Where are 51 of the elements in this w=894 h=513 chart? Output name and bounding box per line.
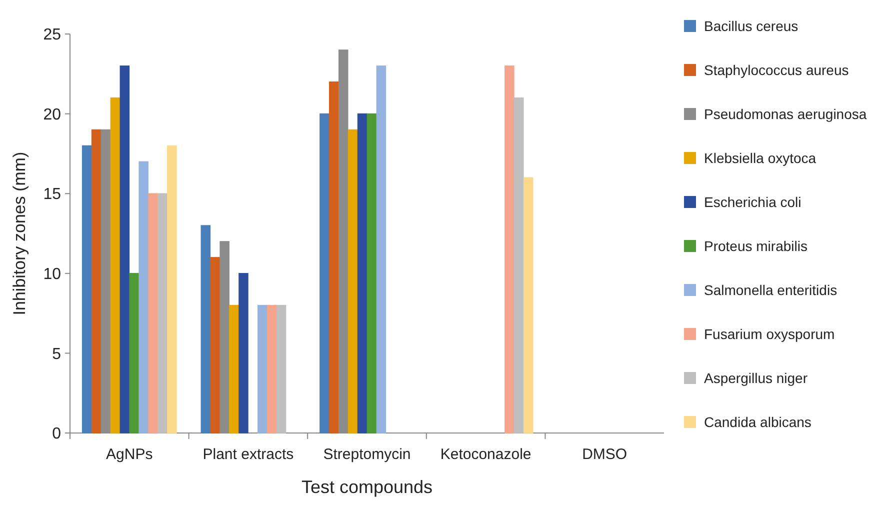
bar <box>100 129 111 434</box>
x-tick-label: DMSO <box>582 446 628 463</box>
bar <box>357 113 368 434</box>
bar <box>376 66 386 434</box>
bar <box>348 129 358 434</box>
legend-label: Pseudomonas aeruginosa <box>704 106 867 122</box>
y-tick-label: 25 <box>43 26 62 44</box>
bar <box>82 145 92 434</box>
bar <box>514 97 524 434</box>
bar <box>266 304 277 434</box>
y-tick-label: 15 <box>43 186 62 204</box>
bar <box>138 161 148 434</box>
bar <box>257 304 268 434</box>
bar <box>120 66 130 434</box>
legend-label: Klebsiella oxytoca <box>704 150 816 166</box>
legend-label: Salmonella enteritidis <box>704 282 838 298</box>
x-tick-label: Plant extracts <box>202 446 294 463</box>
legend-label: Staphylococcus aureus <box>704 62 849 78</box>
legend-label: Aspergillus niger <box>704 370 808 386</box>
bar <box>200 225 211 434</box>
legend-label: Bacillus cereus <box>704 18 798 34</box>
y-axis-title: Inhibitory zones (mm) <box>10 152 29 316</box>
y-tick-label: 5 <box>52 346 62 363</box>
bar <box>329 81 339 434</box>
bar <box>210 257 220 434</box>
legend-label: Fusarium oxysporum <box>704 326 835 342</box>
bar <box>504 66 514 434</box>
legend-label: Escherichia coli <box>704 194 802 210</box>
x-tick-label: Ketoconazole <box>440 446 532 463</box>
bar <box>91 129 102 434</box>
y-tick-label: 20 <box>43 106 62 124</box>
bar <box>220 241 230 434</box>
bar <box>148 193 158 434</box>
bar <box>338 50 348 434</box>
bar <box>366 113 377 434</box>
bar <box>167 145 177 434</box>
bar <box>320 113 330 434</box>
y-tick-label: 0 <box>52 426 62 443</box>
y-tick-label: 10 <box>43 266 62 283</box>
x-tick-label: Streptomycin <box>323 446 411 463</box>
legend-label: Candida albicans <box>704 414 812 430</box>
legend-label: Proteus mirabilis <box>704 238 808 254</box>
bar <box>158 193 168 434</box>
bar <box>110 97 120 434</box>
bar <box>523 177 534 434</box>
x-axis-title: Test compounds <box>301 477 433 497</box>
bar <box>129 273 140 434</box>
bar <box>276 304 286 434</box>
bar <box>229 304 239 434</box>
bar <box>238 273 248 434</box>
x-tick-label: AgNPs <box>106 446 153 463</box>
